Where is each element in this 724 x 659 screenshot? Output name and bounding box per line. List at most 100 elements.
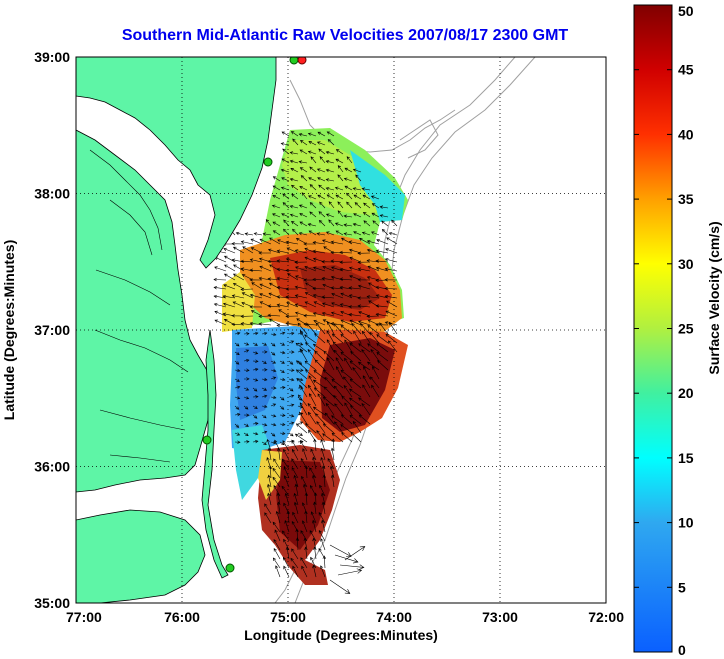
velocity-arrow — [234, 360, 240, 365]
velocity-arrow — [259, 238, 272, 245]
velocity-arrow — [297, 386, 304, 390]
velocity-arrow — [352, 367, 362, 380]
velocity-arrow — [280, 168, 290, 173]
velocity-arrow — [249, 293, 263, 299]
velocity-arrow — [371, 384, 380, 398]
velocity-arrow — [234, 405, 240, 410]
velocity-arrow — [318, 511, 326, 524]
velocity-arrow — [335, 357, 344, 371]
velocity-arrow — [325, 231, 335, 236]
velocity-arrow — [321, 492, 326, 506]
velocity-arrow — [304, 256, 317, 263]
velocity-arrow — [316, 141, 326, 146]
velocity-arrows — [213, 131, 398, 594]
velocity-arrow — [240, 314, 254, 319]
velocity-arrow — [270, 360, 277, 364]
station-marker — [297, 57, 307, 65]
velocity-arrow — [312, 343, 326, 353]
coastline-detail — [89, 149, 189, 463]
velocity-arrow — [304, 492, 309, 506]
colorbar-ticks: 0 5 10 15 20 25 30 35 40 45 50 — [634, 3, 694, 658]
velocity-arrow — [313, 266, 326, 272]
velocity-arrow — [325, 178, 335, 182]
velocity-arrow — [355, 174, 362, 182]
velocity-arrow — [333, 395, 344, 407]
velocity-arrow — [231, 294, 245, 299]
velocity-arrow — [336, 366, 344, 380]
velocity-arrow — [305, 369, 317, 380]
velocity-arrow — [261, 394, 268, 399]
velocity-arrow — [241, 292, 254, 299]
velocity-arrow — [330, 311, 344, 317]
x-tick-label: 73:00 — [482, 609, 518, 625]
velocity-arrow — [334, 554, 359, 564]
velocity-arrow — [346, 201, 353, 209]
velocity-arrow — [288, 414, 295, 418]
velocity-arrow — [270, 342, 276, 347]
velocity-arrow — [304, 546, 308, 560]
velocity-arrow — [252, 342, 258, 346]
velocity-arrow — [295, 342, 308, 353]
velocity-arrow — [337, 165, 344, 173]
velocity-arrow — [318, 219, 326, 227]
velocity-arrow — [291, 440, 299, 452]
velocity-arrow — [348, 266, 362, 272]
velocity-arrow — [281, 158, 290, 164]
velocity-arrow — [234, 368, 241, 373]
velocity-arrow — [275, 510, 281, 524]
velocity-arrow — [331, 432, 344, 443]
velocity-arrow — [253, 232, 263, 236]
land-western-shore — [76, 129, 213, 493]
velocity-arrow — [265, 219, 272, 227]
velocity-arrow — [318, 211, 326, 218]
velocity-arrow — [331, 302, 344, 308]
velocity-arrow — [234, 342, 240, 347]
velocity-arrow — [337, 210, 344, 218]
velocity-arrow — [386, 300, 398, 308]
velocity-arrow — [343, 384, 353, 398]
velocity-arrow — [344, 339, 353, 353]
velocity-arrow — [243, 440, 250, 444]
velocity-arrow — [357, 284, 371, 290]
velocity-arrow — [259, 265, 272, 272]
velocity-arrow — [313, 319, 326, 326]
velocity-arrow — [290, 131, 299, 137]
y-tick-label: 39:00 — [34, 49, 70, 65]
velocity-arrow — [307, 150, 317, 155]
velocity-arrow — [312, 379, 326, 389]
velocity-arrow — [261, 441, 267, 445]
velocity-arrow — [249, 305, 263, 309]
velocity-arrow — [276, 249, 290, 254]
velocity-arrow — [350, 351, 362, 362]
velocity-arrow — [268, 465, 273, 479]
velocity-arrow — [309, 467, 317, 479]
station-markers — [202, 57, 307, 573]
velocity-arrow — [261, 430, 268, 434]
velocity-arrow — [350, 405, 362, 416]
velocity-arrow — [298, 394, 308, 407]
velocity-arrow — [307, 384, 317, 398]
velocity-arrow — [333, 349, 344, 362]
velocity-arrow — [261, 387, 268, 391]
velocity-arrow — [268, 318, 281, 326]
colorbar-tick-label: 50 — [678, 3, 694, 19]
velocity-arrow — [289, 205, 299, 209]
velocity-arrow — [278, 309, 290, 317]
velocity-arrow — [308, 230, 317, 236]
velocity-arrow — [322, 302, 335, 308]
velocity-arrow — [259, 293, 272, 299]
velocity-arrow — [375, 249, 389, 254]
velocity-arrow — [243, 368, 250, 372]
velocity-arrow — [379, 322, 389, 335]
velocity-arrow — [349, 414, 362, 425]
velocity-arrow — [240, 240, 254, 245]
velocity-arrow — [348, 240, 362, 245]
velocity-arrow — [384, 258, 398, 263]
velocity-arrow — [358, 414, 371, 425]
velocity-arrow — [300, 330, 308, 344]
velocity-arrow — [232, 283, 245, 290]
velocity-arrow — [308, 375, 317, 389]
velocity-arrow — [349, 378, 362, 389]
velocity-arrow — [243, 423, 249, 427]
